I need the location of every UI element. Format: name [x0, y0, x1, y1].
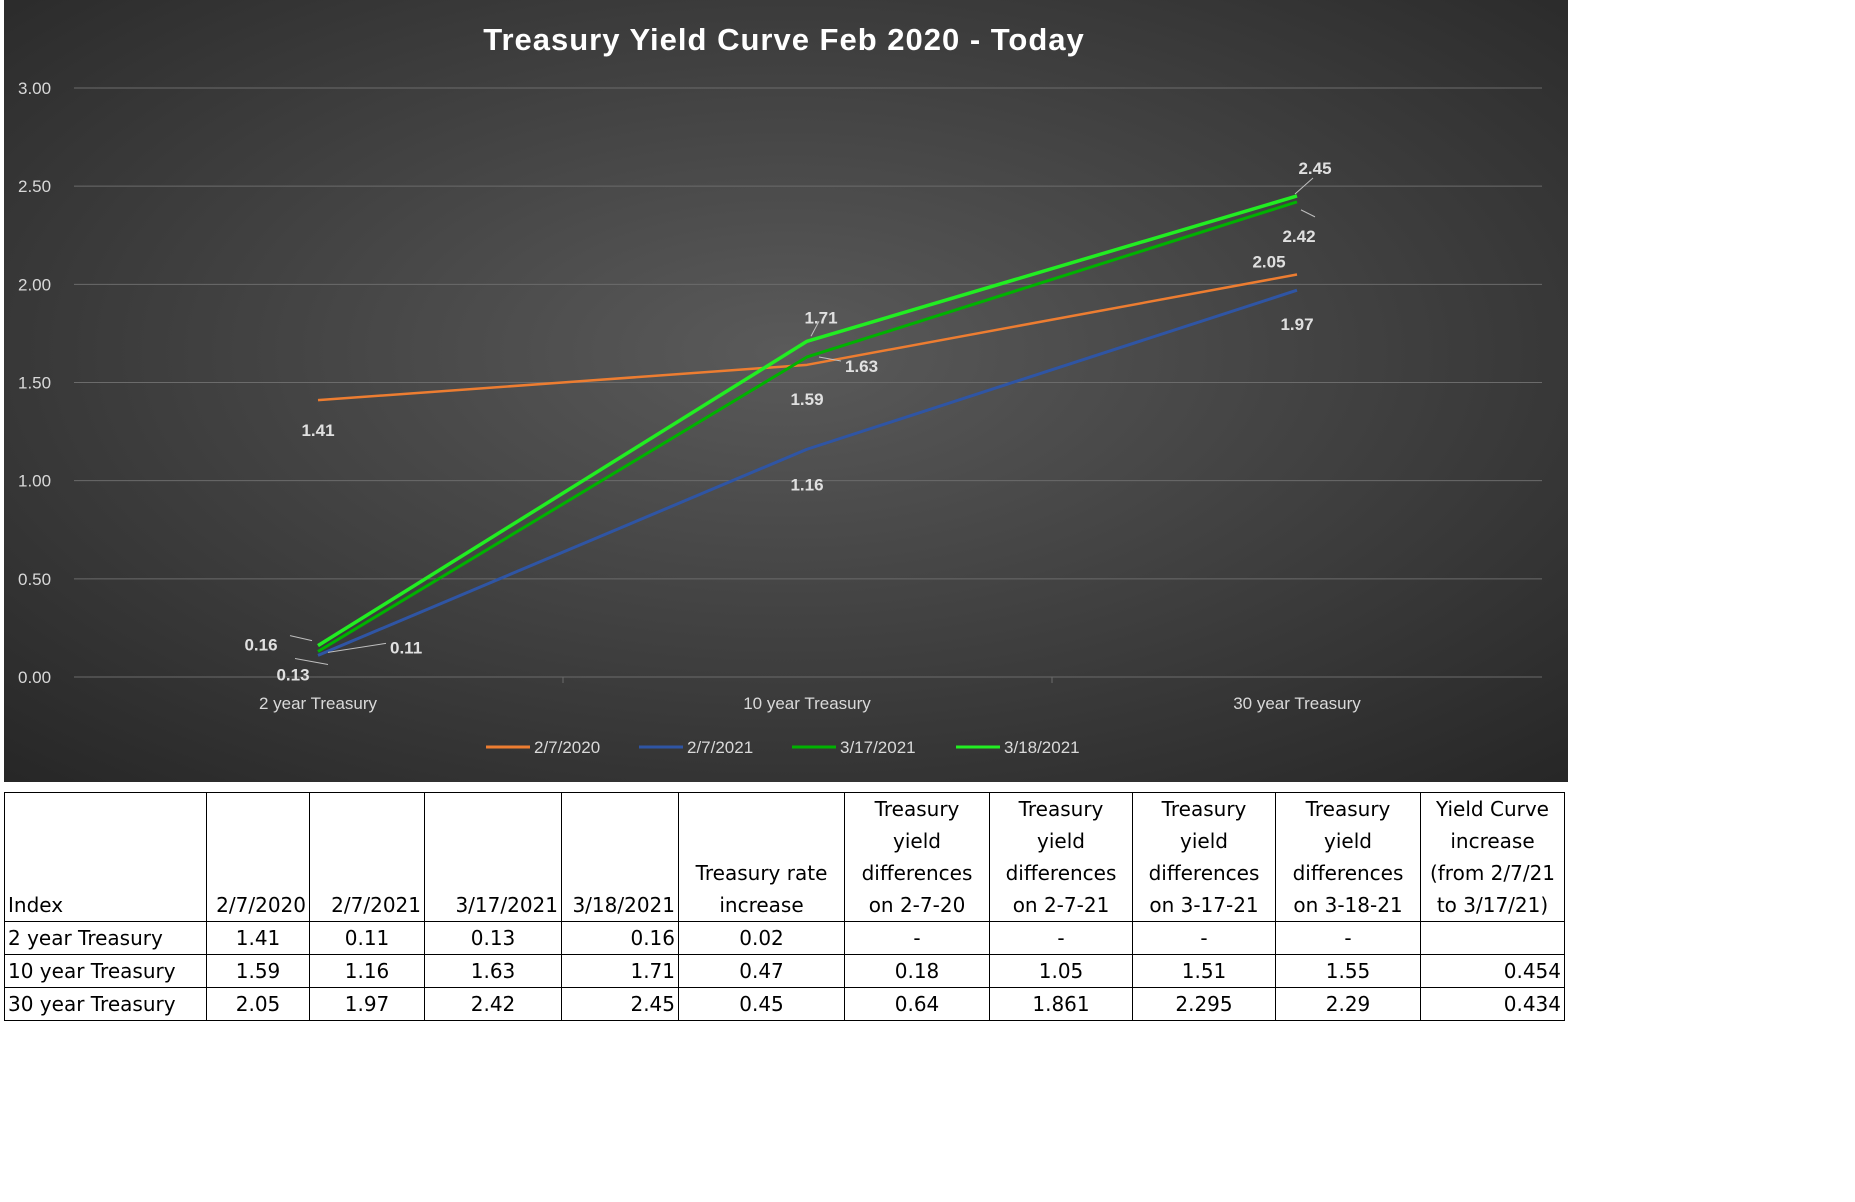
table-header-cell: 2/7/2020: [206, 792, 310, 922]
table-cell: 2 year Treasury: [4, 921, 207, 955]
data-label: 1.97: [1280, 315, 1313, 334]
table-cell: 0.11: [309, 921, 425, 955]
y-tick-label: 0.00: [18, 668, 51, 687]
data-label: 2.42: [1282, 227, 1315, 246]
data-label: 1.16: [790, 475, 823, 494]
table-cell: 1.41: [206, 921, 310, 955]
chart-svg: Treasury Yield Curve Feb 2020 - Today 0.…: [4, 0, 1568, 782]
data-label-leader: [294, 657, 329, 665]
table-cell: 2.05: [206, 987, 310, 1021]
table-header-cell: Treasury yield differences on 3-18-21: [1275, 792, 1421, 922]
y-tick-label: 2.50: [18, 177, 51, 196]
data-label: 0.13: [276, 665, 309, 684]
table-cell: 2.45: [561, 987, 679, 1021]
table-header-cell: Index: [4, 792, 207, 922]
table-cell: -: [1275, 921, 1421, 955]
table-cell: 1.51: [1132, 954, 1276, 988]
data-label-leader: [1300, 209, 1316, 218]
table-cell: 0.02: [678, 921, 845, 955]
table-cell: 10 year Treasury: [4, 954, 207, 988]
table-header-cell: Treasury yield differences on 3-17-21: [1132, 792, 1276, 922]
table-row: 10 year Treasury 1.59 1.16 1.63 1.71 0.47 0.18…: [4, 954, 1565, 988]
grid-layer: [74, 87, 1542, 683]
data-label-leader: [289, 635, 313, 642]
x-tick-label: 30 year Treasury: [1233, 694, 1361, 713]
legend-label: 2/7/2020: [534, 738, 600, 757]
table-header-cell: 2/7/2021: [309, 792, 425, 922]
legend-label: 2/7/2021: [687, 738, 753, 757]
data-label-leader: [327, 642, 387, 653]
table-cell: 0.434: [1420, 987, 1565, 1021]
table-cell: 1.59: [206, 954, 310, 988]
table-cell: 2.29: [1275, 987, 1421, 1021]
legend: 2/7/2020 2/7/2021 3/17/2021 3/18/2021: [486, 738, 1080, 757]
data-label: 2.45: [1298, 159, 1331, 178]
table-cell: 1.55: [1275, 954, 1421, 988]
table-header-cell: Treasury yield differences on 2-7-20: [844, 792, 990, 922]
chart-title: Treasury Yield Curve Feb 2020 - Today: [483, 22, 1085, 57]
data-label-leader: [810, 321, 820, 337]
y-tick-label: 2.00: [18, 275, 51, 294]
legend-label: 3/17/2021: [840, 738, 916, 757]
table-header-cell: 3/18/2021: [561, 792, 679, 922]
table-header-cell: Treasury rate increase: [678, 792, 845, 922]
data-label: 1.71: [804, 308, 837, 327]
data-table-container: Index 2/7/2020 2/7/2021 3/17/2021 3/18/2021 T…: [4, 792, 1568, 1021]
table-body: 2 year Treasury 1.41 0.11 0.13 0.16 0.02- - - -1…: [4, 921, 1565, 1021]
table-cell: 1.861: [989, 987, 1133, 1021]
table-cell: 30 year Treasury: [4, 987, 207, 1021]
data-label: 1.63: [845, 357, 878, 376]
data-label-leader: [1294, 177, 1314, 195]
data-label: 2.05: [1252, 253, 1285, 272]
table-cell: 0.13: [424, 921, 562, 955]
table-cell: 2.295: [1132, 987, 1276, 1021]
data-label: 0.16: [244, 636, 277, 655]
table-cell: 0.45: [678, 987, 845, 1021]
x-tick-label: 10 year Treasury: [743, 694, 871, 713]
table-cell: 1.97: [309, 987, 425, 1021]
data-labels: 1.41 1.59 2.05 0.11 1.16 1.97 0.13 1.63 2.42 0.16…: [244, 159, 1331, 684]
table-cell: 1.63: [424, 954, 562, 988]
table-row: 30 year Treasury 2.05 1.97 2.42 2.45 0.45 0.64…: [4, 987, 1565, 1021]
y-tick-label: 1.00: [18, 472, 51, 491]
data-table: Index 2/7/2020 2/7/2021 3/17/2021 3/18/2021 T…: [4, 792, 1565, 1021]
table-cell: 1.05: [989, 954, 1133, 988]
table-row: 2 year Treasury 1.41 0.11 0.13 0.16 0.02- - - -: [4, 921, 1565, 955]
table-cell: 2.42: [424, 987, 562, 1021]
table-cell: 1.16: [309, 954, 425, 988]
table-header-cell: Treasury yield differences on 2-7-21: [989, 792, 1133, 922]
y-tick-label: 1.50: [18, 374, 51, 393]
table-cell: 0.16: [561, 921, 679, 955]
y-tick-labels: 0.00 0.50 1.00 1.50 2.00 2.50 3.00: [18, 79, 51, 687]
table-header-cell: 3/17/2021: [424, 792, 562, 922]
y-tick-label: 3.00: [18, 79, 51, 98]
data-label-leader: [818, 356, 842, 362]
chart-background: [4, 0, 1568, 782]
table-cell: -: [1132, 921, 1276, 955]
data-label: 0.11: [390, 638, 422, 657]
table-cell: 0.47: [678, 954, 845, 988]
table-header-row: Index 2/7/2020 2/7/2021 3/17/2021 3/18/2021 T…: [4, 792, 1565, 922]
table-cell: 0.64: [844, 987, 990, 1021]
y-tick-label: 0.50: [18, 570, 51, 589]
data-label: 1.41: [301, 421, 334, 440]
data-label: 1.59: [790, 390, 823, 409]
table-cell: 0.18: [844, 954, 990, 988]
table-header-cell: Yield Curve increase (from 2/7/21 to 3/1…: [1420, 792, 1565, 922]
table-cell: -: [844, 921, 990, 955]
legend-label: 3/18/2021: [1004, 738, 1080, 757]
table-cell: [1420, 921, 1565, 955]
x-tick-labels: 2 year Treasury 10 year Treasury 30 year T…: [259, 694, 1361, 713]
table-cell: 1.71: [561, 954, 679, 988]
x-tick-label: 2 year Treasury: [259, 694, 378, 713]
chart-area: Treasury Yield Curve Feb 2020 - Today 0.…: [4, 0, 1568, 782]
series-lines: [317, 194, 1298, 657]
table-cell: 0.454: [1420, 954, 1565, 988]
table-cell: -: [989, 921, 1133, 955]
